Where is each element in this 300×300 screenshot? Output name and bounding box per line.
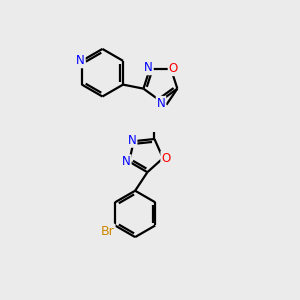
Text: N: N (122, 155, 131, 168)
Text: O: O (161, 152, 171, 165)
Text: N: N (144, 61, 153, 74)
Text: Br: Br (101, 225, 115, 238)
Text: O: O (169, 62, 178, 75)
Text: N: N (128, 134, 136, 147)
Text: N: N (157, 97, 165, 110)
Text: N: N (76, 54, 85, 67)
